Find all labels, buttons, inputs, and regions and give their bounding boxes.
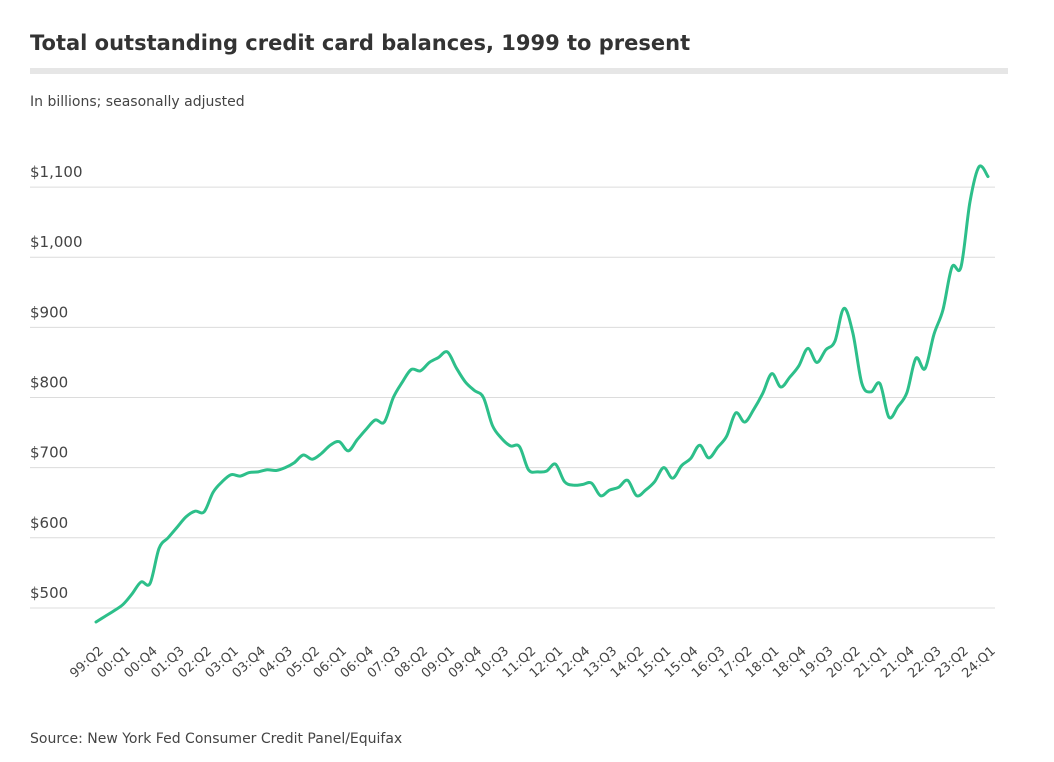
y-tick-label: $700 xyxy=(30,444,68,462)
title-rule xyxy=(30,68,1008,74)
y-tick-label: $600 xyxy=(30,514,68,532)
source: Source: New York Fed Consumer Credit Pan… xyxy=(30,731,402,747)
chart-title: Total outstanding credit card balances, … xyxy=(30,31,690,55)
y-tick-label: $900 xyxy=(30,303,68,321)
y-tick-label: $1,000 xyxy=(30,233,83,251)
subtitle: In billions; seasonally adjusted xyxy=(30,94,245,110)
y-tick-label: $500 xyxy=(30,584,68,602)
y-tick-label: $1,100 xyxy=(30,163,83,181)
y-tick-label: $800 xyxy=(30,374,68,392)
data-line xyxy=(94,164,990,624)
